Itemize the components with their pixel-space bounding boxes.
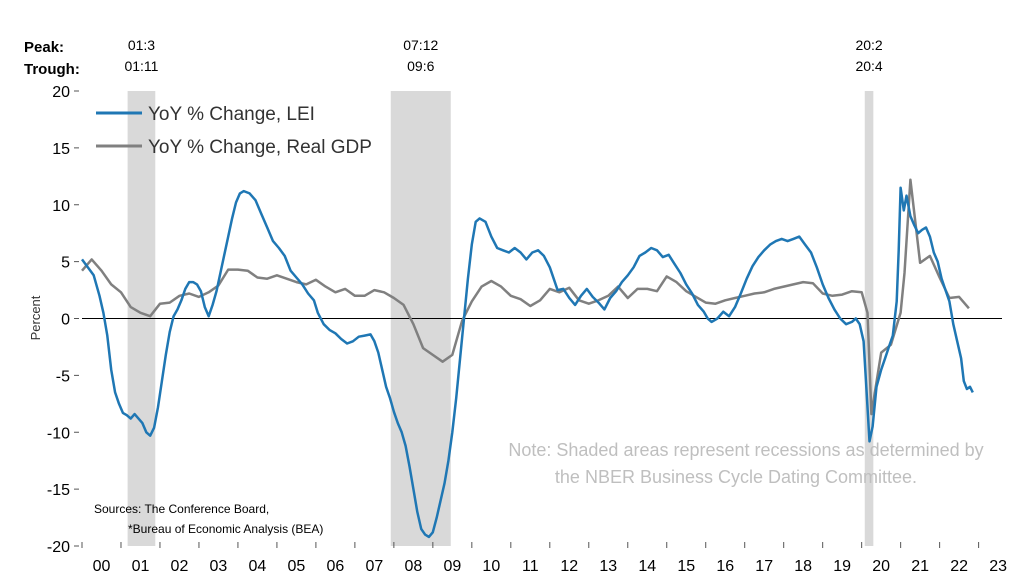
- y-tick-label: -20: [47, 539, 70, 556]
- x-tick-label: 17: [755, 558, 773, 575]
- sources-line-2: *Bureau of Economic Analysis (BEA): [128, 522, 323, 536]
- trough-label: Trough:: [24, 61, 80, 78]
- recession-peak-label-1: 01:3: [128, 37, 155, 53]
- lei-series-line: [80, 186, 974, 539]
- x-tick-label: 01: [132, 558, 150, 575]
- x-tick-label: 03: [210, 558, 228, 575]
- x-tick-label: 09: [443, 558, 461, 575]
- y-tick-label: 0: [61, 312, 70, 329]
- gdp-series-line: [81, 178, 970, 416]
- note: Note: Shaded areas represent recessions …: [508, 440, 983, 487]
- legend-gdp-label: YoY % Change, Real GDP: [148, 137, 372, 158]
- x-tick-label: 07: [365, 558, 383, 575]
- x-tick-label: 02: [171, 558, 189, 575]
- series-lines: [80, 178, 974, 539]
- y-tick-label: -5: [56, 368, 70, 385]
- x-tick-label: 06: [326, 558, 344, 575]
- recession-peak-label-2: 07:12: [403, 37, 438, 53]
- x-tick-label: 14: [638, 558, 656, 575]
- x-tick-label: 13: [599, 558, 617, 575]
- y-axis-title: Percent: [28, 295, 43, 340]
- x-tick-label: 12: [560, 558, 578, 575]
- x-tick-label: 21: [911, 558, 929, 575]
- recession-trough-label-3: 20:4: [855, 58, 882, 74]
- recession-trough-label-1: 01:11: [124, 58, 158, 74]
- x-tick-label: 22: [950, 558, 968, 575]
- peak-label: Peak:: [24, 39, 64, 56]
- x-tick-label: 19: [833, 558, 851, 575]
- recession-peak-label-3: 20:2: [855, 37, 882, 53]
- note-line-2: the NBER Business Cycle Dating Committee…: [555, 467, 917, 487]
- sources-line-1: Sources: The Conference Board,: [94, 502, 269, 516]
- x-tick-label: 23: [989, 558, 1007, 575]
- x-tick-label: 18: [794, 558, 812, 575]
- x-tick-label: 05: [288, 558, 306, 575]
- x-tick-label: 16: [716, 558, 734, 575]
- y-tick-label: 10: [52, 198, 70, 215]
- recession-labels: 01:3 01:11 07:12 09:6 20:2 20:4: [124, 37, 882, 74]
- x-tick-label: 10: [482, 558, 500, 575]
- x-tick-label: 00: [93, 558, 111, 575]
- x-tick-label: 08: [404, 558, 422, 575]
- sources: Sources: The Conference Board, *Bureau o…: [94, 502, 323, 536]
- y-tick-label: -15: [47, 482, 70, 499]
- x-tick-label: 20: [872, 558, 890, 575]
- y-tick-label: 20: [52, 84, 70, 101]
- recession-trough-label-2: 09:6: [407, 58, 434, 74]
- y-tick-label: 15: [52, 141, 70, 158]
- x-tick-label: 11: [522, 558, 539, 575]
- axes: 20 15 10 5 0 -5 -10 -15 -20 00 01 02 03 04 05 06 07 08 09 1…: [47, 84, 1007, 575]
- x-tick-label: 15: [677, 558, 695, 575]
- legend: YoY % Change, LEI YoY % Change, Real GDP: [96, 104, 372, 158]
- y-tick-label: 5: [61, 255, 70, 272]
- legend-lei-label: YoY % Change, LEI: [148, 104, 315, 125]
- x-tick-label: 04: [249, 558, 267, 575]
- y-tick-label: -10: [47, 425, 70, 442]
- note-line-1: Note: Shaded areas represent recessions …: [508, 440, 983, 460]
